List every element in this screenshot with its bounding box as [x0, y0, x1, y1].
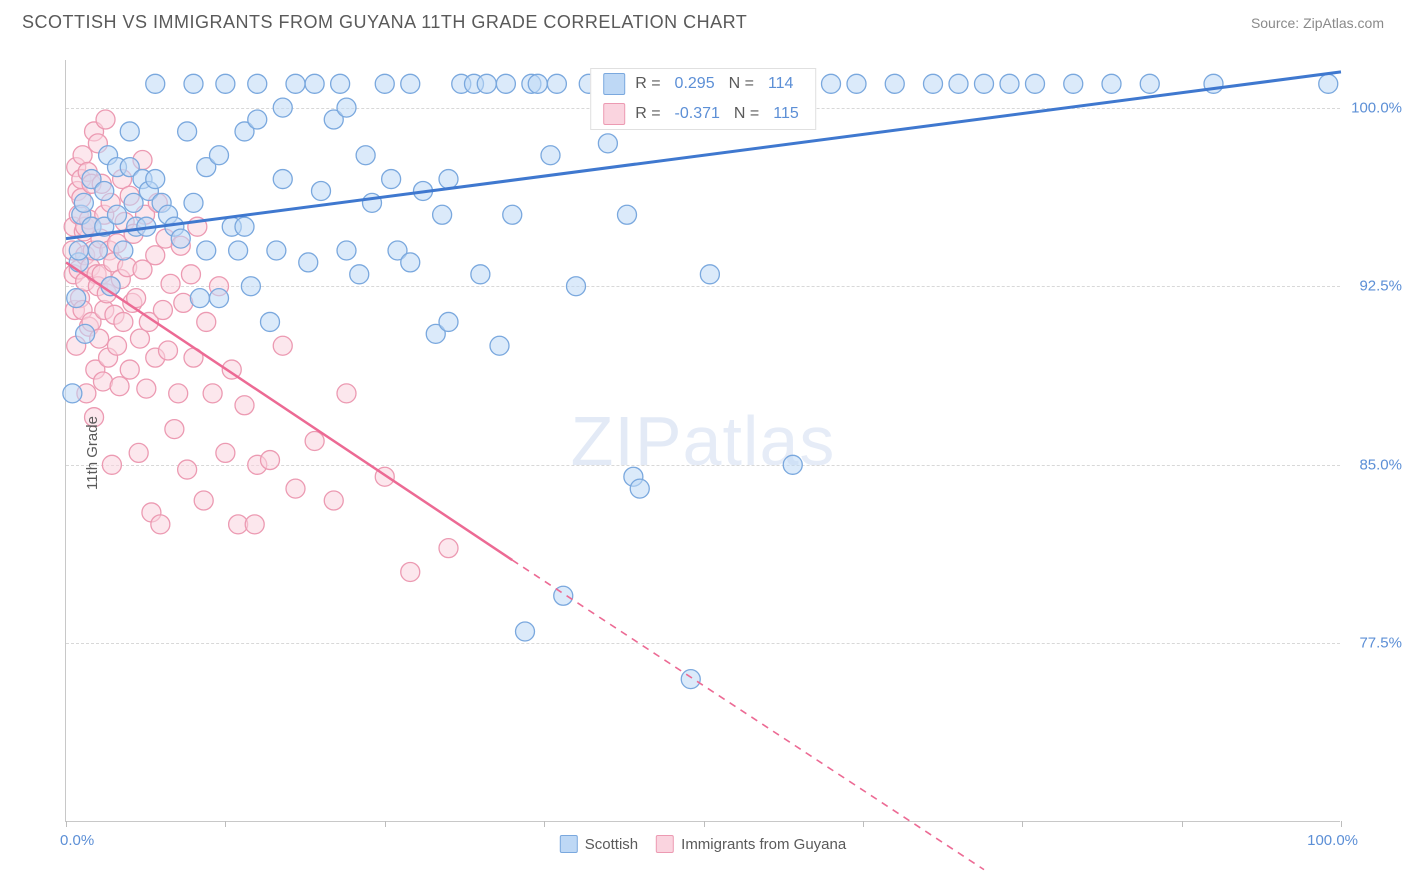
- legend-row-guyana: R = -0.371 N = 115: [591, 99, 815, 129]
- y-tick-label: 85.0%: [1347, 456, 1402, 473]
- chart-title: SCOTTISH VS IMMIGRANTS FROM GUYANA 11TH …: [22, 12, 747, 33]
- legend-row-scottish: R = 0.295 N = 114: [591, 69, 815, 99]
- source-label: Source: ZipAtlas.com: [1251, 15, 1384, 31]
- y-axis-label: 11th Grade: [84, 416, 101, 490]
- chart-area: ZIPatlas 77.5%85.0%92.5%100.0% 11th Grad…: [65, 60, 1340, 822]
- scatter-plot: [66, 60, 1340, 821]
- x-axis-min-label: 0.0%: [60, 832, 94, 849]
- legend-swatch-icon: [560, 835, 578, 853]
- series-legend: Scottish Immigrants from Guyana: [560, 835, 846, 853]
- y-tick-label: 92.5%: [1347, 278, 1402, 295]
- y-tick-label: 100.0%: [1347, 99, 1402, 116]
- legend-swatch-icon: [656, 835, 674, 853]
- legend-swatch-guyana: [603, 103, 625, 125]
- y-tick-label: 77.5%: [1347, 635, 1402, 652]
- legend-item-guyana: Immigrants from Guyana: [656, 835, 846, 853]
- legend-swatch-scottish: [603, 73, 625, 95]
- correlation-legend: R = 0.295 N = 114 R = -0.371 N = 115: [590, 68, 816, 130]
- x-axis-max-label: 100.0%: [1307, 832, 1358, 849]
- legend-item-scottish: Scottish: [560, 835, 638, 853]
- header: SCOTTISH VS IMMIGRANTS FROM GUYANA 11TH …: [0, 0, 1406, 41]
